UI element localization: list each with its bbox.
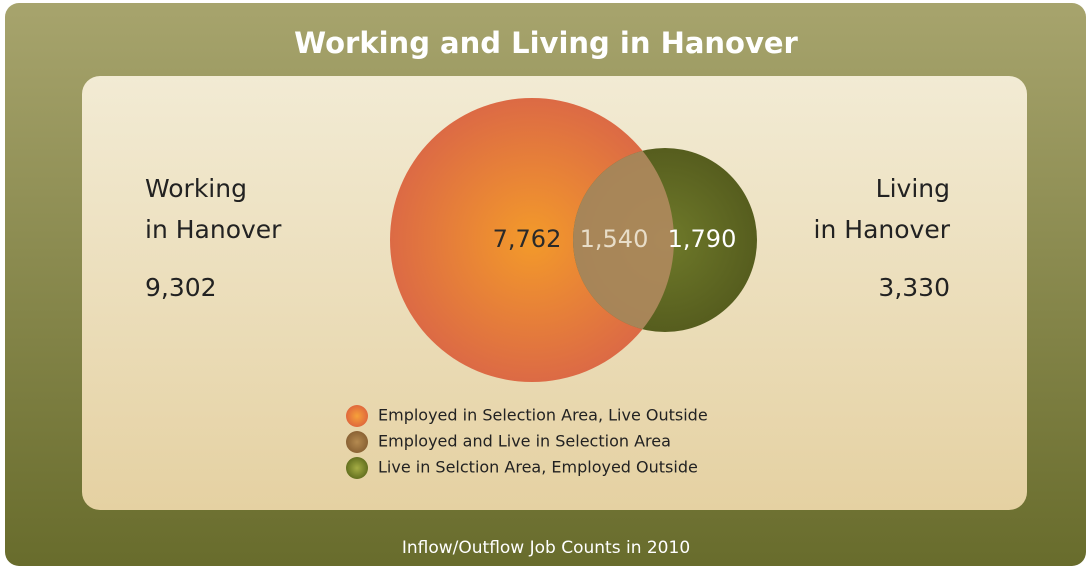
left-label: in Hanover — [145, 215, 282, 244]
legend-label: Employed in Selection Area, Live Outside — [378, 406, 708, 425]
legend-label: Employed and Live in Selection Area — [378, 432, 671, 451]
overlap-count: 1,540 — [580, 225, 649, 253]
legend-label: Live in Selction Area, Employed Outside — [378, 458, 698, 477]
legend-swatch — [346, 457, 368, 479]
right-label: Living — [876, 174, 950, 203]
right-count: 3,330 — [878, 273, 950, 302]
outside-live-count: 1,790 — [668, 225, 737, 253]
right-label: in Hanover — [814, 215, 951, 244]
outside-work-count: 7,762 — [493, 225, 562, 253]
title: Working and Living in Hanover — [294, 26, 798, 60]
left-count: 9,302 — [145, 273, 217, 302]
left-label: Working — [145, 174, 247, 203]
legend-swatch — [346, 405, 368, 427]
legend-swatch — [346, 431, 368, 453]
work-circle — [390, 98, 674, 382]
footer: Inflow/Outflow Job Counts in 2010 — [402, 538, 690, 558]
